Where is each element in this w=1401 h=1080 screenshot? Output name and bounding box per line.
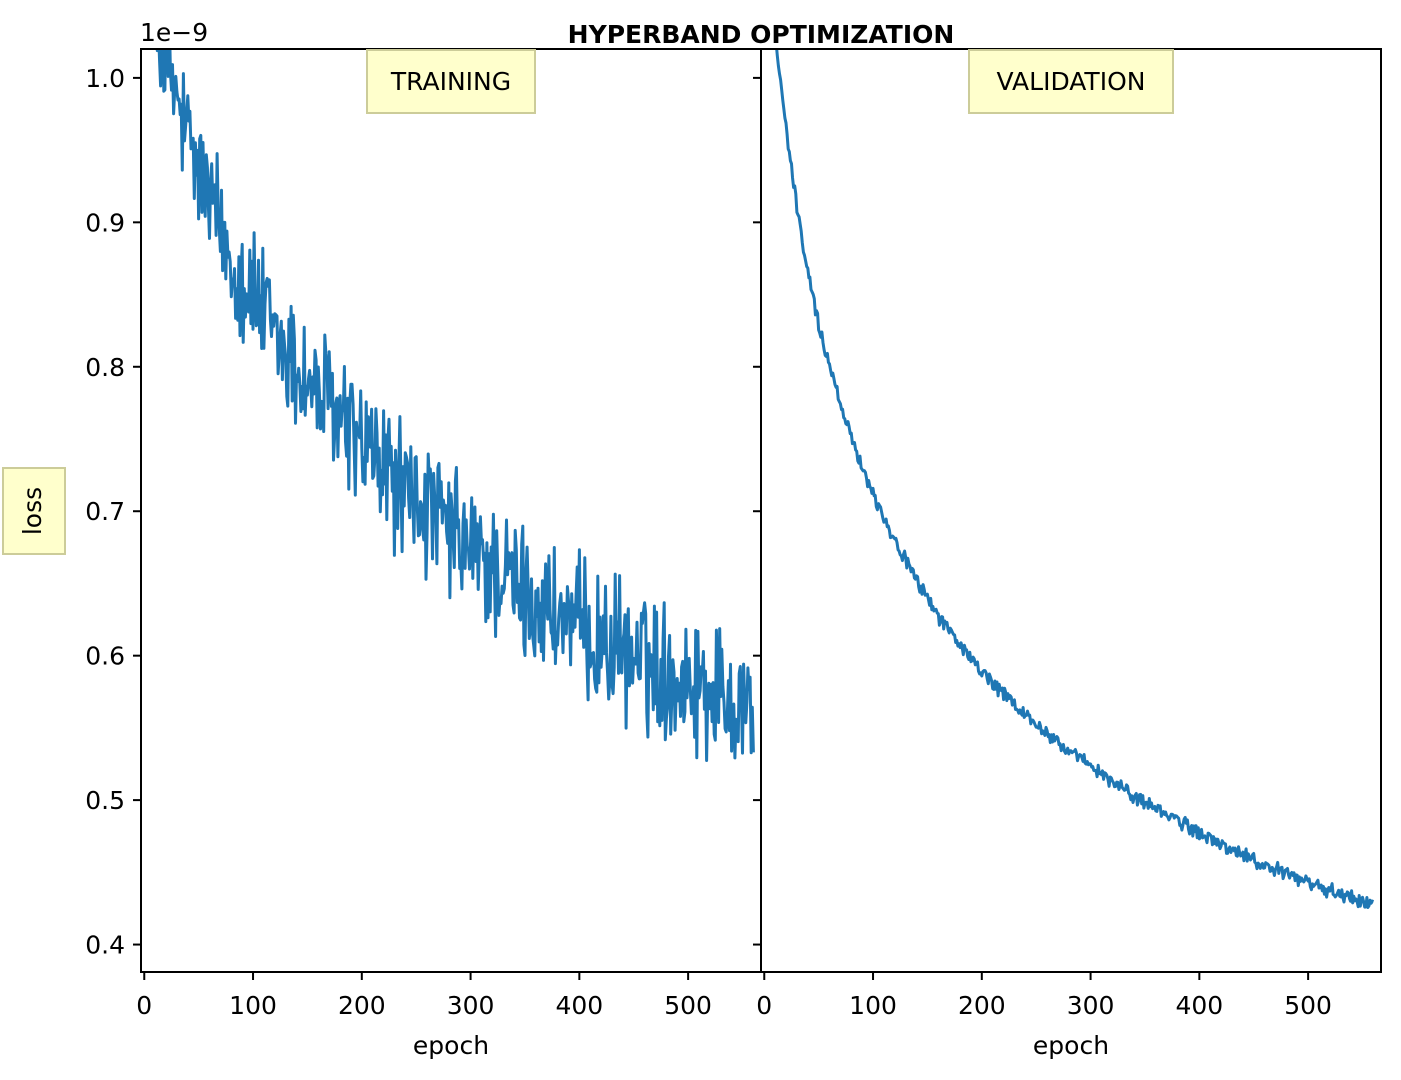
x-axis-label: epoch: [413, 1031, 489, 1060]
x-tick-label: 0: [756, 991, 772, 1020]
x-tick-label: 400: [555, 991, 603, 1020]
training-panel: 0 100 200 300 400 500 0.4 0.5 0.6 0.7 0.8 0.9 1.0 epo…: [85, 48, 762, 1060]
figure-title: HYPERBAND OPTIMIZATION: [568, 20, 955, 49]
y-tick-label: 0.8: [85, 353, 125, 382]
panel-title-box: [366, 49, 536, 114]
validation-loss-line: [775, 49, 1375, 909]
x-tick-label: 500: [1284, 991, 1332, 1020]
x-tick-label: 300: [447, 991, 495, 1020]
ylabel-box-frame: [2, 467, 66, 555]
x-tick-label: 200: [958, 991, 1006, 1020]
x-tick-label: 200: [338, 991, 386, 1020]
panel-title: VALIDATION: [997, 67, 1146, 96]
panel-title: TRAINING: [390, 67, 511, 96]
y-tick-label: 1.0: [85, 64, 125, 93]
ylabel-box: loss: [2, 467, 66, 555]
y-tick-label: 0.9: [85, 208, 125, 237]
training-loss-line: [155, 49, 755, 762]
x-tick-label: 500: [664, 991, 712, 1020]
y-scale-offset-label: 1e−9: [140, 18, 208, 47]
validation-panel: 0 100 200 300 400 500 epoch VALIDATION: [753, 48, 1382, 1060]
y-tick-label: 0.5: [85, 786, 125, 815]
y-tick-label: 0.4: [85, 931, 125, 960]
x-tick-label: 100: [849, 991, 897, 1020]
y-tick-label: 0.6: [85, 642, 125, 671]
panel-title-box: [968, 49, 1174, 114]
x-tick-label: 300: [1067, 991, 1115, 1020]
x-tick-label: 100: [229, 991, 277, 1020]
y-axis-label: loss: [18, 487, 47, 535]
x-tick-label: 0: [136, 991, 152, 1020]
x-tick-label: 400: [1175, 991, 1223, 1020]
y-tick-label: 0.7: [85, 497, 125, 526]
axes-frame: [760, 48, 1382, 973]
x-axis-label: epoch: [1033, 1031, 1109, 1060]
